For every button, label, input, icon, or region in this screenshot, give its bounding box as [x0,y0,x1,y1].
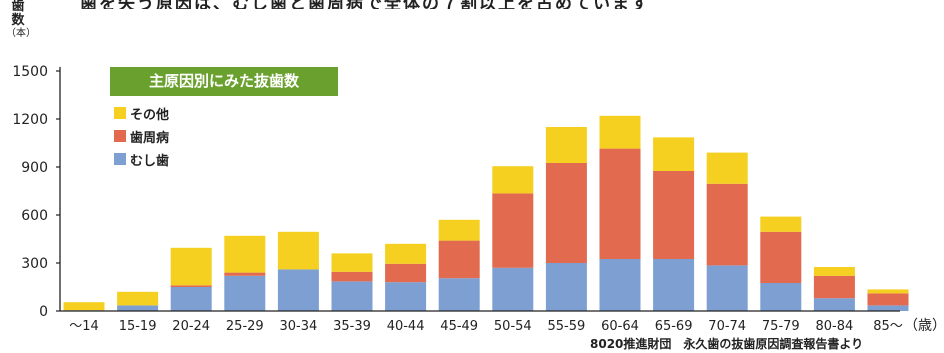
bar-50-54-その他 [492,166,534,194]
legend-title: 主原因別にみた抜歯数 [110,67,338,96]
bar-25-29-その他 [224,235,266,273]
y-tick-label-1200: 1200 [12,112,48,128]
bar-35-39-歯周病 [331,271,373,282]
x-tick-label-70-74: 70-74 [708,319,746,334]
bar-55-59-むし歯 [545,263,587,311]
x-tick-label-80-84: 80-84 [816,319,854,334]
legend-item-caries: むし歯 [114,151,170,169]
bar-45-49-むし歯 [438,278,480,311]
y-axis-label-line1: 歯 [11,0,25,14]
x-tick-label-〜14: 〜14 [69,319,99,334]
bar-20-24-歯周病 [170,285,212,287]
bar-15-19-むし歯 [117,305,159,311]
x-tick-label-55-59: 55-59 [548,319,586,334]
bar-65-69-むし歯 [653,259,695,311]
bar-40-44-その他 [385,243,427,264]
bar-70-74-歯周病 [706,183,748,266]
bar-70-74-その他 [706,152,748,184]
legend-swatch-other [114,107,126,119]
x-tick-label-30-34: 30-34 [280,319,318,334]
bar-35-39-むし歯 [331,281,373,311]
x-tick-label-60-64: 60-64 [601,319,639,334]
bar-50-54-歯周病 [492,193,534,268]
bar-25-29-歯周病 [224,272,266,276]
x-tick-label-35-39: 35-39 [333,319,371,334]
bar-25-29-むし歯 [224,275,266,311]
bar-65-69-歯周病 [653,171,695,259]
bar-45-49-歯周病 [438,240,480,279]
y-axis-label-line2: 数 [11,13,25,28]
y-tick-label-1500: 1500 [12,64,48,80]
y-tick-label-300: 300 [21,256,48,272]
x-tick-label-85〜: 85〜 [873,319,903,334]
bar-60-64-その他 [599,115,641,149]
x-tick-label-75-79: 75-79 [762,319,800,334]
bar-80-84-歯周病 [813,275,855,299]
legend-label-periodontal: 歯周病 [130,130,170,146]
x-tick-label-15-19: 15-19 [119,319,157,334]
bar-30-34-むし歯 [277,269,319,311]
bar-50-54-むし歯 [492,267,534,311]
bar-60-64-歯周病 [599,148,641,259]
legend-item-periodontal: 歯周病 [114,128,170,146]
bar-80-84-むし歯 [813,298,855,311]
y-axis-label: 歯 数 （本） [6,0,36,40]
bar-70-74-むし歯 [706,265,748,311]
bar-55-59-歯周病 [545,163,587,263]
y-tick-label-900: 900 [21,160,48,176]
bar-85〜-むし歯 [867,305,909,311]
bar-40-44-むし歯 [385,282,427,311]
bar-65-69-その他 [653,137,695,171]
bar-35-39-その他 [331,253,373,272]
bar-30-34-その他 [277,231,319,270]
bar-60-64-むし歯 [599,259,641,311]
x-tick-label-65-69: 65-69 [655,319,693,334]
bar-75-79-むし歯 [760,283,802,311]
bar-20-24-むし歯 [170,287,212,311]
bar-〜14-その他 [63,302,105,311]
source-note: 8020推進財団 永久歯の抜歯原因調査報告書より [590,337,864,351]
bar-75-79-歯周病 [760,231,802,283]
y-axis-unit: （本） [6,28,36,39]
x-tick-label-25-29: 25-29 [226,319,264,334]
legend-swatch-periodontal [114,130,126,142]
x-tick-label-45-49: 45-49 [440,319,478,334]
bar-75-79-その他 [760,216,802,232]
bar-45-49-その他 [438,219,480,241]
legend-swatch-caries [114,153,126,165]
cut-off-heading: 歯を失う原因は、むし歯と歯周病で全体の７割以上を占めています [80,0,940,9]
y-tick-label-600: 600 [21,208,48,224]
legend-label-caries: むし歯 [130,153,170,169]
legend-item-other: その他 [114,105,170,123]
bar-80-84-その他 [813,267,855,276]
x-tick-label-40-44: 40-44 [387,319,425,334]
x-tick-label-20-24: 20-24 [172,319,210,334]
bar-40-44-歯周病 [385,263,427,283]
x-axis-unit: （歳） [904,318,944,334]
bar-15-19-その他 [117,291,159,306]
x-tick-label-50-54: 50-54 [494,319,532,334]
bar-85〜-その他 [867,289,909,294]
bar-85〜-歯周病 [867,293,909,306]
legend-label-other: その他 [130,107,170,123]
bar-20-24-その他 [170,247,212,286]
y-tick-label-0: 0 [39,304,48,320]
bar-55-59-その他 [545,127,587,163]
